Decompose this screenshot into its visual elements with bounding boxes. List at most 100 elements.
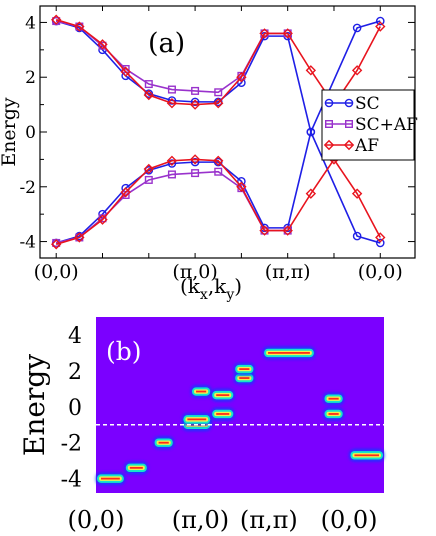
legend-marker-diamond bbox=[323, 139, 335, 151]
y-tick-label: 4 bbox=[25, 13, 36, 33]
x-tick-label: (0,0) bbox=[321, 506, 378, 534]
panel-b-label: (b) bbox=[106, 337, 142, 366]
panel-a-y-axis-label: Energy bbox=[0, 97, 20, 167]
legend-box bbox=[321, 89, 415, 161]
x-tick-label: (0,0) bbox=[68, 506, 125, 534]
data-point-circle bbox=[375, 238, 385, 248]
data-point-circle bbox=[190, 97, 200, 107]
band-segment bbox=[323, 392, 344, 405]
x-label-open: (k bbox=[180, 274, 201, 298]
panel-a-series-group bbox=[51, 14, 386, 250]
data-point-circle bbox=[352, 23, 362, 33]
data-point-diamond bbox=[282, 28, 293, 39]
data-point-circle bbox=[167, 96, 177, 105]
band-segment bbox=[234, 363, 255, 376]
y-tick-label: 2 bbox=[25, 68, 36, 88]
legend-marker-circle bbox=[324, 98, 334, 108]
data-point-diamond bbox=[189, 99, 201, 110]
data-point-square bbox=[167, 170, 176, 179]
data-point-diamond bbox=[120, 66, 131, 77]
data-point-diamond bbox=[166, 98, 178, 109]
data-point-diamond bbox=[375, 232, 386, 243]
legend-marker-circle bbox=[344, 98, 354, 108]
data-point-diamond bbox=[259, 225, 270, 236]
data-point-diamond bbox=[213, 155, 224, 166]
band-segment bbox=[182, 413, 212, 426]
data-point-diamond bbox=[97, 39, 108, 50]
data-point-diamond bbox=[375, 21, 386, 32]
data-point-diamond bbox=[74, 21, 85, 32]
x-tick-label: (π,0) bbox=[172, 506, 229, 534]
band-segment bbox=[211, 389, 235, 402]
legend-marker-square bbox=[325, 119, 334, 128]
band-segment bbox=[96, 472, 125, 485]
data-point-square bbox=[144, 175, 153, 184]
band-segment bbox=[153, 436, 174, 449]
data-point-diamond bbox=[305, 65, 317, 76]
data-point-diamond bbox=[189, 154, 201, 165]
series-line-diamond-lower bbox=[55, 157, 381, 246]
panel-b-y-ticks: 4 2 0 -2 -4 bbox=[61, 324, 82, 493]
x-label-sub-x: x bbox=[200, 287, 208, 303]
band-segment bbox=[263, 346, 315, 359]
legend-marker-square bbox=[345, 119, 354, 128]
x-tick-label: (0,0) bbox=[34, 261, 79, 283]
data-point-diamond bbox=[166, 155, 178, 166]
data-point-diamond bbox=[259, 28, 270, 39]
data-point-circle bbox=[167, 159, 177, 168]
y-tick-label: 4 bbox=[68, 324, 82, 349]
band-segment bbox=[211, 407, 235, 420]
data-point-diamond bbox=[282, 225, 293, 236]
panel-a-x-axis-label: (kx,ky) bbox=[180, 274, 242, 303]
data-point-diamond bbox=[120, 187, 131, 198]
data-point-diamond bbox=[143, 163, 154, 175]
data-point-circle bbox=[352, 231, 362, 241]
panel-b-y-axis-label: Energy bbox=[18, 354, 51, 456]
x-tick-label: (π,π) bbox=[240, 506, 298, 534]
x-label-comma: ,k bbox=[208, 274, 227, 298]
data-point-diamond bbox=[51, 14, 62, 25]
legend-label: SC bbox=[355, 94, 380, 114]
panel-a-x-ticks: (0,0) (π,0) (π,π) (0,0) bbox=[34, 6, 403, 283]
legend-label: SC+AF bbox=[355, 115, 418, 135]
legend-label: AF bbox=[354, 136, 379, 156]
data-point-diamond bbox=[236, 181, 247, 192]
y-tick-label: -2 bbox=[19, 178, 36, 198]
x-tick-label: (π,0) bbox=[172, 261, 217, 283]
x-tick-label: (π,π) bbox=[265, 261, 311, 283]
data-point-diamond bbox=[351, 188, 363, 199]
data-point-diamond bbox=[74, 232, 85, 243]
band-segment bbox=[323, 407, 344, 420]
panel-a-label: (a) bbox=[148, 28, 185, 59]
data-point-square bbox=[191, 86, 200, 95]
data-point-square bbox=[144, 80, 153, 89]
panel-b-x-ticks: (0,0) (π,0) (π,π) (0,0) bbox=[68, 506, 378, 534]
data-point-diamond bbox=[236, 72, 247, 83]
series-line-circle-upper bbox=[55, 20, 381, 135]
x-label-close: ) bbox=[234, 274, 242, 298]
series-line-circle-lower bbox=[55, 129, 381, 244]
data-point-diamond bbox=[51, 239, 62, 250]
y-tick-label: 0 bbox=[25, 123, 36, 143]
y-tick-label: -4 bbox=[19, 233, 36, 253]
data-point-square bbox=[214, 88, 223, 97]
data-point-square bbox=[167, 85, 176, 94]
data-point-circle bbox=[375, 16, 385, 26]
band-segment bbox=[191, 385, 212, 398]
band-segment bbox=[349, 449, 384, 462]
panel-a-y-ticks: -4 -2 0 2 4 bbox=[19, 13, 415, 253]
band-segment bbox=[124, 461, 148, 474]
data-point-diamond bbox=[213, 98, 224, 109]
y-tick-label: -4 bbox=[61, 468, 82, 493]
x-label-sub-y: y bbox=[225, 287, 234, 303]
y-tick-label: 2 bbox=[68, 360, 82, 385]
legend-marker-diamond bbox=[343, 139, 355, 151]
panel-b-band-segments bbox=[96, 346, 384, 485]
data-point-square bbox=[214, 167, 223, 176]
x-tick-label: (0,0) bbox=[358, 261, 403, 283]
data-point-circle bbox=[190, 157, 200, 167]
y-tick-label: 0 bbox=[68, 396, 82, 421]
data-point-diamond bbox=[351, 65, 363, 76]
